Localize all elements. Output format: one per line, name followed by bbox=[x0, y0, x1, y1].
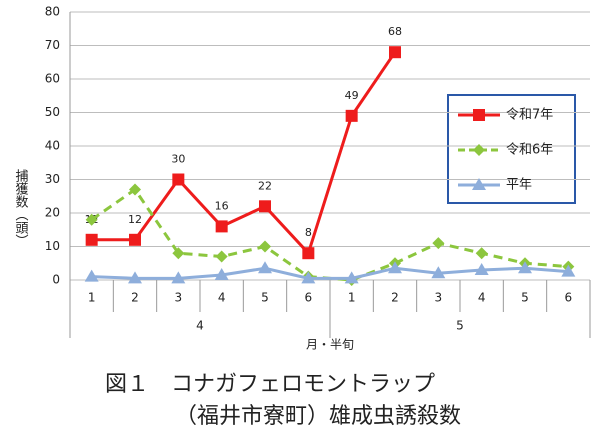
x-tick-label: 5 bbox=[521, 291, 529, 305]
y-tick-label: 20 bbox=[45, 206, 60, 220]
data-label: 68 bbox=[388, 25, 402, 38]
series-line bbox=[91, 266, 569, 280]
x-tick-label: 6 bbox=[305, 291, 313, 305]
data-label: 12 bbox=[128, 213, 142, 226]
y-tick-label: 30 bbox=[45, 172, 60, 186]
marker bbox=[473, 109, 485, 121]
marker bbox=[431, 266, 446, 279]
y-tick-label: 80 bbox=[45, 5, 60, 19]
y-tick-label: 0 bbox=[52, 273, 60, 287]
marker bbox=[85, 233, 98, 246]
x-tick-label: 2 bbox=[391, 291, 399, 305]
marker bbox=[128, 271, 142, 284]
marker bbox=[474, 262, 489, 275]
marker bbox=[475, 247, 488, 260]
data-label: 49 bbox=[345, 89, 359, 102]
marker bbox=[214, 267, 229, 280]
x-tick-label: 5 bbox=[261, 291, 269, 305]
marker bbox=[258, 261, 272, 274]
marker bbox=[518, 261, 532, 274]
marker bbox=[345, 109, 358, 122]
data-label: 8 bbox=[305, 226, 312, 239]
x-axis-title: 月・半旬 bbox=[306, 338, 354, 352]
x-tick-label: 1 bbox=[88, 291, 96, 305]
data-label: 22 bbox=[258, 179, 272, 192]
x-group-label: 5 bbox=[456, 319, 464, 333]
y-tick-label: 10 bbox=[45, 239, 60, 253]
marker bbox=[172, 173, 185, 186]
marker bbox=[129, 183, 141, 196]
marker bbox=[129, 233, 141, 246]
caption-line: （福井市寮町）雄成虫誘殺数 bbox=[175, 404, 461, 429]
series-line bbox=[91, 51, 397, 257]
marker bbox=[472, 178, 486, 190]
marker bbox=[344, 271, 359, 284]
marker bbox=[301, 271, 316, 284]
marker bbox=[172, 247, 185, 260]
marker bbox=[259, 200, 271, 213]
marker bbox=[432, 237, 445, 250]
data-label: 16 bbox=[215, 199, 229, 212]
x-tick-label: 3 bbox=[175, 291, 183, 305]
x-tick-label: 2 bbox=[131, 291, 139, 305]
marker bbox=[84, 269, 99, 282]
marker bbox=[302, 247, 315, 260]
marker bbox=[215, 250, 228, 263]
y-tick-label: 40 bbox=[45, 139, 60, 153]
legend-label: 令和6年 bbox=[506, 143, 553, 158]
x-tick-label: 3 bbox=[435, 291, 443, 305]
y-tick-label: 70 bbox=[45, 38, 60, 52]
marker bbox=[473, 144, 485, 156]
marker bbox=[215, 220, 228, 233]
caption-line: 図１ コナガフェロモントラップ bbox=[105, 372, 435, 397]
x-tick-label: 4 bbox=[218, 291, 226, 305]
legend-label: 令和7年 bbox=[506, 108, 553, 123]
legend-label: 平年 bbox=[506, 178, 532, 193]
x-group-label: 4 bbox=[196, 319, 204, 333]
marker bbox=[171, 271, 186, 284]
x-tick-label: 6 bbox=[565, 291, 573, 305]
y-axis-title: 捕獲数（頭） bbox=[13, 168, 29, 247]
marker bbox=[388, 261, 402, 274]
y-tick-label: 50 bbox=[45, 105, 60, 119]
y-tick-label: 60 bbox=[45, 72, 60, 86]
x-tick-label: 1 bbox=[348, 291, 356, 305]
marker bbox=[389, 46, 401, 59]
x-tick-label: 4 bbox=[478, 291, 486, 305]
marker bbox=[561, 264, 576, 277]
marker bbox=[85, 213, 98, 226]
data-label: 30 bbox=[171, 153, 185, 166]
marker bbox=[259, 240, 271, 253]
